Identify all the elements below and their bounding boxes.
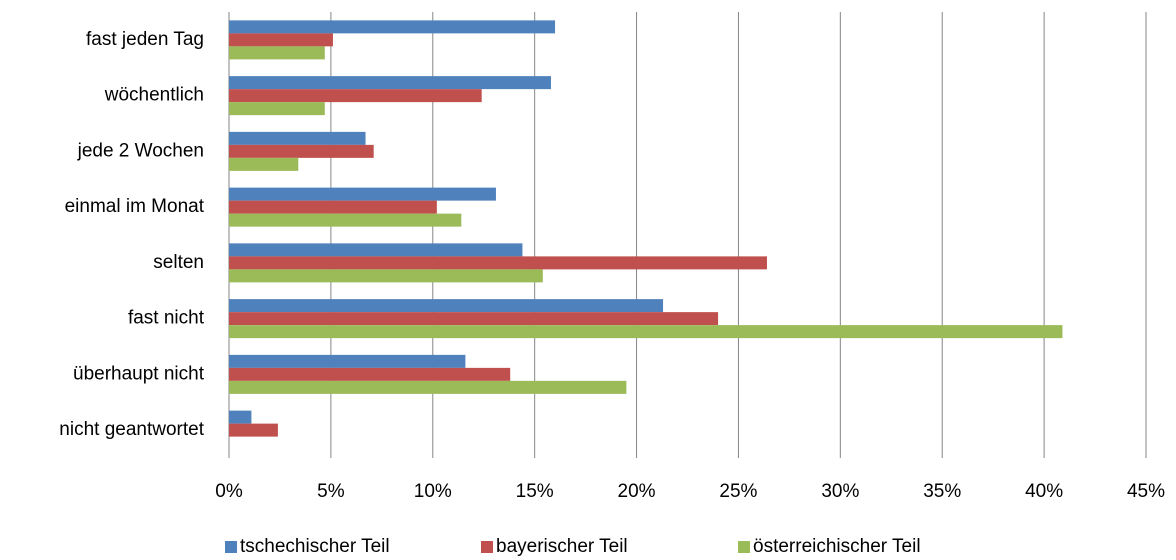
bar xyxy=(229,380,627,394)
x-tick-label: 40% xyxy=(1025,481,1063,502)
bar xyxy=(229,131,366,145)
bar xyxy=(229,157,299,171)
bar xyxy=(229,102,325,116)
x-tick-label: 45% xyxy=(1127,481,1165,502)
y-tick-label: wöchentlich xyxy=(104,85,204,106)
bar xyxy=(229,20,556,34)
bar xyxy=(229,33,333,47)
x-tick-label: 10% xyxy=(414,481,452,502)
bar xyxy=(229,187,496,201)
bar xyxy=(229,410,252,424)
bar xyxy=(229,89,482,103)
bar xyxy=(229,256,767,270)
x-tick-label: 20% xyxy=(618,481,656,502)
x-tick-label: 35% xyxy=(923,481,961,502)
bar xyxy=(229,144,374,158)
legend-swatch xyxy=(738,541,750,553)
x-tick-label: 15% xyxy=(516,481,554,502)
bar xyxy=(229,312,719,326)
y-tick-label: selten xyxy=(153,252,204,273)
bar xyxy=(229,200,437,214)
x-tick-label: 5% xyxy=(317,481,345,502)
legend-swatch xyxy=(225,541,237,553)
legend-swatch xyxy=(481,541,493,553)
bar xyxy=(229,46,325,60)
legend-label: österreichischer Teil xyxy=(753,536,921,557)
bar xyxy=(229,367,511,381)
y-tick-label: nicht geantwortet xyxy=(59,419,204,440)
y-tick-label: einmal im Monat xyxy=(65,196,205,217)
bar xyxy=(229,243,523,257)
bar xyxy=(229,325,1063,339)
y-tick-label: fast nicht xyxy=(128,308,205,329)
bar xyxy=(229,299,664,313)
y-tick-label: fast jeden Tag xyxy=(86,29,204,50)
x-tick-label: 30% xyxy=(821,481,859,502)
y-tick-label: überhaupt nicht xyxy=(73,363,205,384)
legend-label: bayerischer Teil xyxy=(496,536,628,557)
bar xyxy=(229,76,551,90)
bar xyxy=(229,269,543,283)
bar xyxy=(229,423,278,437)
bar xyxy=(229,213,462,227)
x-tick-label: 25% xyxy=(719,481,757,502)
legend-label: tschechischer Teil xyxy=(240,536,390,557)
y-tick-label: jede 2 Wochen xyxy=(77,140,204,161)
bar xyxy=(229,354,466,368)
x-tick-label: 0% xyxy=(215,481,243,502)
